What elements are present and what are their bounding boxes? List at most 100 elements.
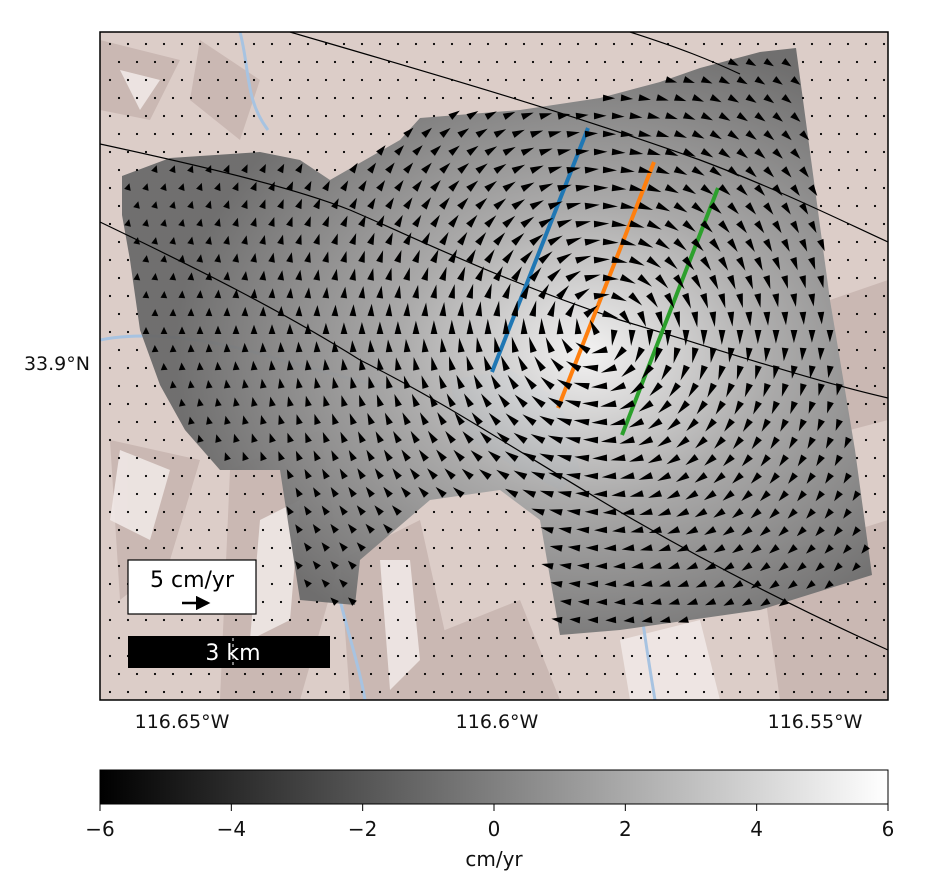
- grid-dot: [477, 60, 481, 64]
- grid-dot: [864, 474, 868, 478]
- velocity-arrow: [666, 454, 681, 465]
- colorbar-tick-label: 2: [619, 817, 632, 841]
- grid-dot: [684, 654, 688, 658]
- velocity-arrow: [269, 433, 276, 443]
- grid-dot: [270, 582, 274, 586]
- velocity-arrow: [710, 347, 717, 363]
- velocity-arrow: [375, 431, 384, 444]
- grid-dot: [684, 690, 688, 694]
- grid-dot: [108, 654, 112, 658]
- grid-dot: [297, 96, 301, 100]
- grid-dot: [333, 60, 337, 64]
- grid-dot: [207, 672, 211, 676]
- profile-line-green: [620, 187, 720, 436]
- grid-dot: [315, 60, 319, 64]
- grid-dot: [198, 546, 202, 550]
- grid-dot: [513, 636, 517, 640]
- grid-dot: [162, 618, 166, 622]
- velocity-arrow: [666, 490, 681, 499]
- velocity-arrow: [575, 184, 591, 192]
- velocity-arrow: [462, 431, 474, 444]
- velocity-arrow: [475, 197, 488, 210]
- velocity-arrow: [466, 111, 479, 120]
- velocity-arrow: [520, 318, 528, 335]
- grid-dot: [216, 150, 220, 154]
- velocity-arrow: [313, 305, 321, 317]
- grid-dot: [630, 690, 634, 694]
- velocity-arrow: [295, 305, 303, 317]
- grid-dot: [369, 600, 373, 604]
- velocity-arrow: [790, 293, 797, 307]
- velocity-arrow: [339, 542, 348, 552]
- grid-dot: [108, 690, 112, 694]
- velocity-arrow: [603, 544, 617, 552]
- velocity-arrow: [385, 303, 393, 317]
- grid-dot: [414, 618, 418, 622]
- velocity-arrow: [403, 302, 411, 317]
- grid-dot: [396, 78, 400, 82]
- velocity-arrow: [718, 365, 726, 381]
- velocity-arrow: [160, 363, 168, 371]
- velocity-arrow: [647, 112, 661, 119]
- velocity-arrow: [400, 486, 411, 498]
- grid-dot: [531, 528, 535, 532]
- velocity-arrow: [700, 220, 713, 233]
- velocity-arrow: [745, 130, 757, 140]
- velocity-arrow: [676, 508, 690, 517]
- velocity-arrow: [704, 562, 717, 571]
- grid-dot: [873, 204, 877, 208]
- velocity-arrow: [834, 454, 843, 467]
- grid-dot: [252, 474, 256, 478]
- grid-dot: [369, 564, 373, 568]
- velocity-arrow: [637, 238, 654, 248]
- grid-dot: [117, 672, 121, 676]
- velocity-arrow: [296, 377, 303, 389]
- velocity-arrow: [763, 166, 775, 178]
- velocity-arrow: [778, 526, 789, 537]
- velocity-arrow: [511, 336, 519, 353]
- grid-dot: [270, 42, 274, 46]
- grid-dot: [324, 78, 328, 82]
- velocity-arrow: [430, 320, 438, 334]
- velocity-arrow: [745, 166, 757, 178]
- velocity-arrow: [680, 364, 690, 381]
- grid-dot: [126, 294, 130, 298]
- grid-dot: [216, 510, 220, 514]
- velocity-arrow: [773, 365, 780, 380]
- velocity-arrow: [827, 365, 834, 378]
- velocity-arrow: [187, 344, 195, 353]
- grid-dot: [387, 60, 391, 64]
- grid-dot: [873, 420, 877, 424]
- grid-dot: [801, 60, 805, 64]
- velocity-arrow: [573, 382, 590, 390]
- grid-dot: [207, 132, 211, 136]
- grid-dot: [873, 240, 877, 244]
- grid-dot: [189, 132, 193, 136]
- grid-dot: [576, 42, 580, 46]
- grid-dot: [243, 492, 247, 496]
- grid-dot: [171, 60, 175, 64]
- grid-dot: [567, 96, 571, 100]
- grid-dot: [342, 654, 346, 658]
- velocity-arrow: [295, 561, 303, 570]
- velocity-arrow: [638, 400, 654, 412]
- velocity-arrow: [268, 252, 275, 263]
- grid-dot: [486, 618, 490, 622]
- grid-dot: [324, 618, 328, 622]
- velocity-arrow: [539, 453, 555, 462]
- grid-dot: [396, 42, 400, 46]
- grid-dot: [198, 42, 202, 46]
- grid-dot: [585, 60, 589, 64]
- velocity-arrow: [808, 293, 815, 307]
- velocity-arrow: [648, 490, 662, 498]
- grid-dot: [585, 636, 589, 640]
- velocity-arrow: [736, 148, 749, 159]
- grid-dot: [153, 384, 157, 388]
- velocity-arrow: [763, 94, 775, 104]
- velocity-arrow: [763, 202, 774, 215]
- velocity-arrow: [178, 254, 185, 263]
- velocity-arrow: [709, 94, 722, 103]
- velocity-arrow: [223, 235, 230, 245]
- grid-dot: [873, 564, 877, 568]
- velocity-arrow: [142, 255, 150, 263]
